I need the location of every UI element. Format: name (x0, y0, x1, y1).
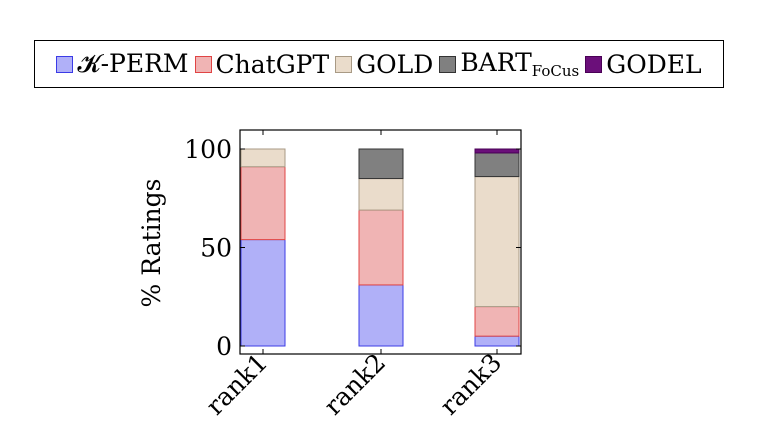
legend-item-4: GODEL (585, 49, 702, 79)
bar-segment-rank3-s0 (474, 335, 520, 347)
legend-swatch (585, 55, 603, 73)
legend-swatch (194, 55, 212, 73)
legend-swatch (439, 55, 457, 73)
bar-segment-rank3-s3 (474, 152, 520, 178)
bar-segment-rank1-s1 (240, 166, 286, 241)
x-tick-label: rank1 (200, 348, 273, 421)
x-tick-label: rank3 (434, 348, 507, 421)
legend-item-3: BARTFoCus (439, 48, 579, 80)
legend-label: BARTFoCus (460, 48, 580, 80)
bar-segment-rank2-s3 (358, 148, 404, 180)
legend-label: 𝓚-PERM (77, 49, 189, 78)
legend-item-2: GOLD (335, 50, 433, 79)
bar-segment-rank1-s2 (240, 148, 286, 168)
bar-segment-rank3-s1 (474, 306, 520, 337)
legend-item-1: ChatGPT (194, 49, 330, 79)
legend-swatch (335, 55, 353, 73)
bar-segment-rank1-s0 (240, 239, 286, 347)
y-tick-label: 100 (184, 135, 232, 164)
legend-label: ChatGPT (215, 49, 330, 79)
legend-label: GODEL (606, 49, 702, 79)
bar-segment-rank3-s2 (474, 176, 520, 308)
y-tick-label: 0 (216, 332, 232, 361)
bar-segment-rank2-s2 (358, 178, 404, 211)
legend-swatch (56, 55, 74, 73)
y-tick-label: 50 (200, 234, 232, 263)
bar-segment-rank2-s1 (358, 209, 404, 286)
legend-label: GOLD (356, 49, 434, 79)
bar-segment-rank3-s4 (474, 148, 520, 154)
bar-segment-rank2-s0 (358, 284, 404, 347)
x-tick-label: rank2 (318, 348, 391, 421)
y-axis-label: % Ratings (137, 179, 166, 308)
legend-item-0: 𝓚-PERM (56, 49, 189, 79)
chart-legend: 𝓚-PERM ChatGPT GOLD BARTFoCus GODEL (34, 40, 724, 88)
